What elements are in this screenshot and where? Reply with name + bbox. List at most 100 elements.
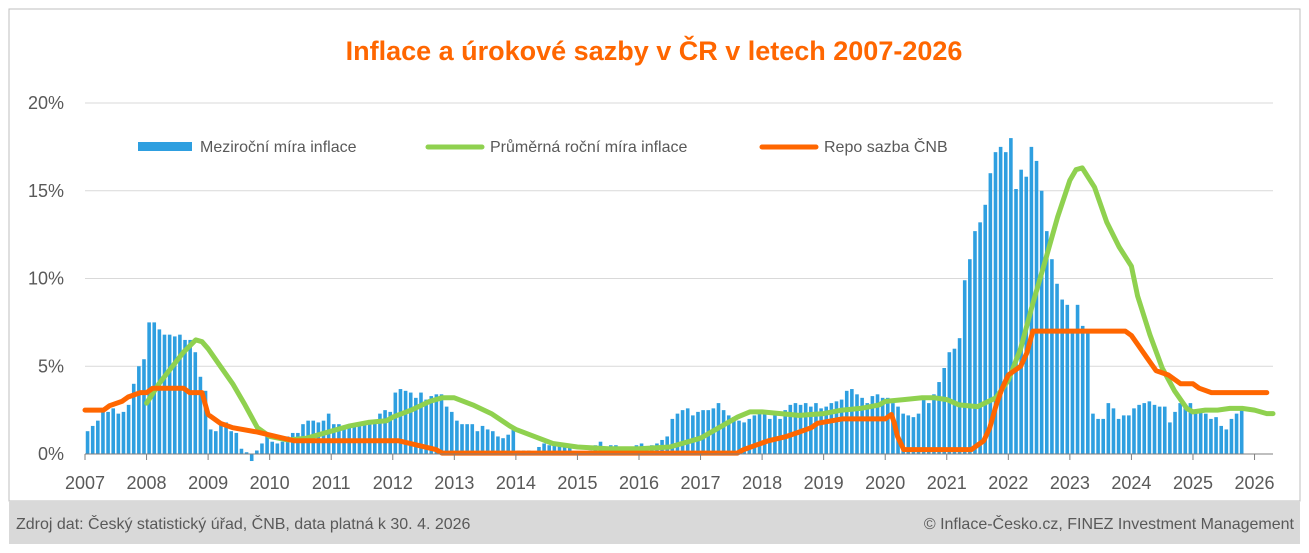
inflation-bar [732,417,736,454]
inflation-bar [1075,304,1080,454]
x-tick-label: 2021 [927,473,967,493]
inflation-bar [373,420,377,454]
inflation-bar [90,425,95,454]
y-tick-label: 0% [38,444,64,464]
inflation-bar [670,418,675,454]
inflation-bar [1224,429,1229,454]
inflation-bar [316,422,321,454]
inflation-bar [1101,418,1106,454]
inflation-bar [737,420,741,454]
inflation-bar [449,411,454,454]
inflation-bar [768,418,772,454]
footer-bar [9,501,1300,544]
inflation-bar [506,434,510,454]
inflation-bar [865,403,870,454]
legend-label-inflation: Meziroční míra inflace [200,139,357,156]
inflation-bar [911,417,916,454]
inflation-bar [844,390,849,454]
inflation-bar [685,408,690,454]
inflation-bar [137,366,141,454]
inflation-bar [203,390,208,454]
inflation-bar [1193,410,1198,455]
inflation-bar [1044,231,1049,454]
y-tick-label: 20% [28,93,64,113]
x-axis-tick-labels: 2007 2008 2009 2010 2011 2012 2013 2014 2015 2016… [65,473,1275,493]
x-tick-label: 2008 [127,473,167,493]
inflation-bar [680,410,685,455]
inflation-bar [968,259,972,454]
inflation-bar [260,443,264,454]
inflation-bar [178,334,182,454]
inflation-bar [1132,408,1136,454]
x-tick-label: 2015 [557,473,597,493]
inflation-bar [111,408,116,454]
inflation-bar [850,389,854,454]
inflation-bar [414,397,418,454]
x-tick-label: 2023 [1050,473,1090,493]
inflation-bar [1060,299,1064,454]
inflation-bar [290,432,295,454]
inflation-bar [188,339,192,454]
inflation-bar [557,443,562,454]
inflation-bar [773,415,777,454]
inflation-bar [280,441,285,454]
inflation-bar [1137,404,1141,454]
inflation-bar [567,445,572,454]
inflation-bar [747,418,752,454]
inflation-bar [824,406,829,454]
inflation-bar [1162,406,1167,454]
inflation-bar [408,392,413,454]
inflation-bar [1198,411,1203,454]
inflation-bar [834,401,839,454]
inflation-bar [552,443,557,454]
y-tick-label: 5% [38,356,64,376]
inflation-bar [993,152,998,454]
inflation-bar [388,411,392,454]
inflation-bar [829,403,834,454]
x-tick-label: 2012 [373,473,413,493]
inflation-bar [927,403,931,454]
inflation-bar [921,399,926,454]
inflation-bar [542,443,546,454]
inflation-bar [275,443,280,454]
inflation-bar [1070,332,1075,454]
inflation-bar [485,429,490,454]
inflation-bar [839,399,844,454]
legend-swatch-inflation-bars [138,142,192,151]
inflation-bar [398,389,403,454]
inflation-bar [249,454,254,462]
plot-border [8,8,1301,502]
legend-label-repo-rate: Repo sazba ČNB [824,137,948,156]
inflation-bar [85,431,90,454]
inflation-bar [957,338,962,454]
inflation-bar [906,415,911,454]
x-tick-label: 2018 [742,473,782,493]
series-lines [82,165,1276,456]
inflation-bar [183,339,187,454]
x-tick-label: 2010 [250,473,290,493]
inflation-bar [131,383,136,454]
inflation-bar [793,403,798,454]
inflation-bar [101,410,105,455]
inflation-bar [255,450,259,454]
inflation-bar [244,452,249,454]
chart-title: Inflace a úrokové sazby v ČR v letech 20… [346,35,963,66]
inflation-bar [460,424,464,454]
inflation-bar [1039,190,1044,454]
inflation-bar [1034,160,1039,455]
inflation-bar [172,336,177,454]
inflation-bar [367,422,372,454]
inflation-bar [219,424,223,454]
inflation-bar [1142,403,1147,454]
inflation-bar [224,422,228,454]
inflation-bar [701,410,705,455]
inflation-bar [1152,404,1157,454]
inflation-bar [1080,325,1085,454]
footer-copyright: © Inflace-Česko.cz, FINEZ Investment Man… [924,514,1295,533]
inflation-bar [480,425,485,454]
inflation-bar [383,410,387,455]
inflation-bar [1188,403,1193,454]
x-tick-label: 2013 [434,473,474,493]
inflation-bar [285,436,290,454]
